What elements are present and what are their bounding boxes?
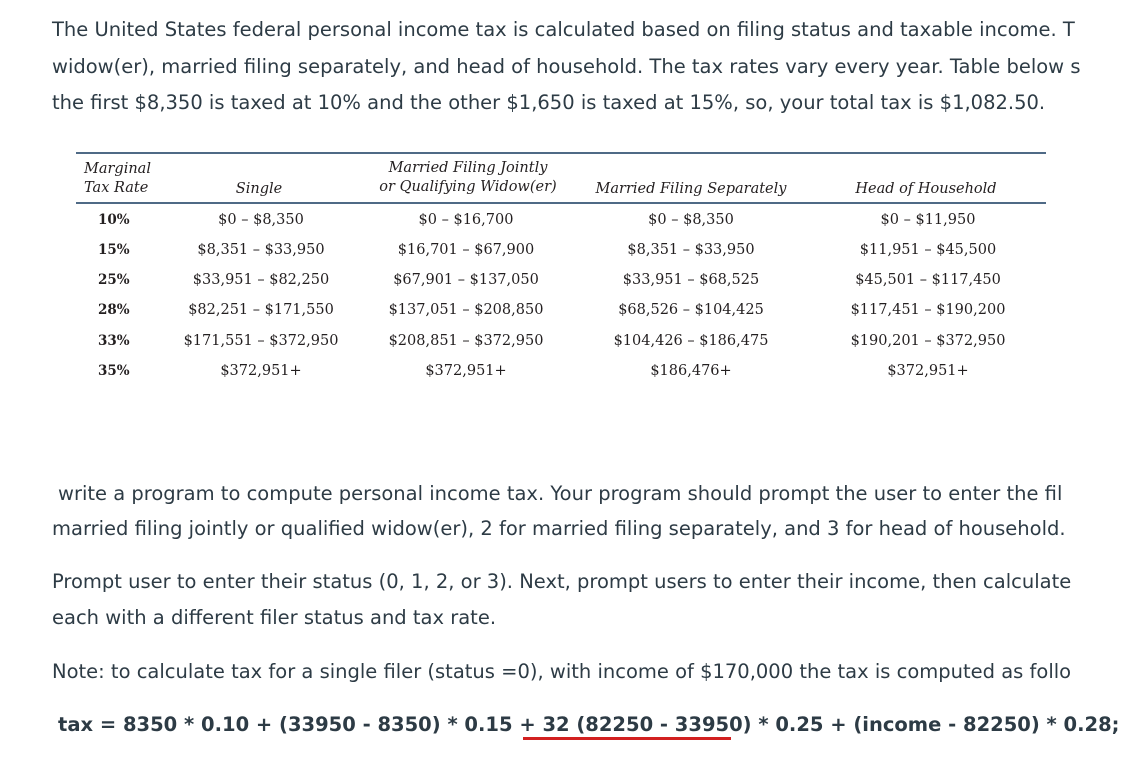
cell-rate: 25% bbox=[98, 272, 130, 288]
cell-rate: 33% bbox=[98, 333, 130, 349]
table-row: 35% $372,951+ $372,951+ $186,476+ $372,9… bbox=[76, 363, 1046, 393]
cell-hoh: $45,501 – $117,450 bbox=[855, 272, 1001, 288]
header-mfj-line-1: Married Filing Jointly bbox=[388, 160, 548, 176]
table-row: 10% $0 – $8,350 $0 – $16,700 $0 – $8,350… bbox=[76, 212, 1046, 242]
header-rate-line-1: Marginal bbox=[84, 161, 151, 177]
cell-single: $82,251 – $171,550 bbox=[188, 302, 334, 318]
tax-formula: tax = 8350 * 0.10 + (33950 - 8350) * 0.1… bbox=[58, 713, 1120, 736]
cell-rate: 28% bbox=[98, 302, 130, 318]
intro-line-1: The United States federal personal incom… bbox=[52, 18, 1075, 41]
cell-rate: 15% bbox=[98, 242, 130, 258]
cell-rate: 35% bbox=[98, 363, 130, 379]
cell-single: $372,951+ bbox=[220, 363, 302, 379]
header-single: Single bbox=[235, 181, 283, 197]
cell-hoh: $117,451 – $190,200 bbox=[850, 302, 1006, 318]
prompt-line-2: each with a different filer status and t… bbox=[52, 606, 497, 629]
red-underline-annotation bbox=[523, 737, 731, 740]
header-married-filing-jointly: Married Filing Jointly or Qualifying Wid… bbox=[368, 159, 568, 197]
table-row: 28% $82,251 – $171,550 $137,051 – $208,8… bbox=[76, 302, 1046, 332]
cell-single: $171,551 – $372,950 bbox=[183, 333, 339, 349]
table-row: 33% $171,551 – $372,950 $208,851 – $372,… bbox=[76, 333, 1046, 363]
header-rate-line-2: Tax Rate bbox=[84, 180, 149, 196]
cell-mfs: $68,526 – $104,425 bbox=[618, 302, 764, 318]
cell-mfs: $0 – $8,350 bbox=[648, 212, 734, 228]
cell-mfs: $186,476+ bbox=[650, 363, 732, 379]
cell-single: $33,951 – $82,250 bbox=[192, 272, 330, 288]
write-line-1: write a program to compute personal inco… bbox=[58, 482, 1063, 505]
cell-single: $0 – $8,350 bbox=[218, 212, 304, 228]
cell-mfj: $372,951+ bbox=[425, 363, 507, 379]
table-top-rule bbox=[76, 152, 1046, 154]
header-marginal-tax-rate: Marginal Tax Rate bbox=[84, 160, 151, 198]
cell-mfj: $137,051 – $208,850 bbox=[388, 302, 544, 318]
note-line: Note: to calculate tax for a single file… bbox=[52, 660, 1072, 683]
write-line-2: married filing jointly or qualified wido… bbox=[52, 517, 1066, 540]
cell-mfs: $33,951 – $68,525 bbox=[622, 272, 760, 288]
intro-line-3: the first $8,350 is taxed at 10% and the… bbox=[52, 91, 1046, 114]
cell-single: $8,351 – $33,950 bbox=[197, 242, 325, 258]
intro-line-2: widow(er), married filing separately, an… bbox=[52, 55, 1081, 78]
table-row: 25% $33,951 – $82,250 $67,901 – $137,050… bbox=[76, 272, 1046, 302]
cell-mfs: $104,426 – $186,475 bbox=[613, 333, 769, 349]
cell-mfj: $208,851 – $372,950 bbox=[388, 333, 544, 349]
cell-rate: 10% bbox=[98, 212, 130, 228]
cell-mfj: $16,701 – $67,900 bbox=[397, 242, 535, 258]
header-head-of-household: Head of Household bbox=[855, 181, 997, 197]
cell-hoh: $372,951+ bbox=[887, 363, 969, 379]
cell-mfs: $8,351 – $33,950 bbox=[627, 242, 755, 258]
table-header-rule bbox=[76, 202, 1046, 204]
cell-hoh: $0 – $11,950 bbox=[880, 212, 976, 228]
cell-hoh: $190,201 – $372,950 bbox=[850, 333, 1006, 349]
cell-mfj: $67,901 – $137,050 bbox=[393, 272, 539, 288]
table-row: 15% $8,351 – $33,950 $16,701 – $67,900 $… bbox=[76, 242, 1046, 272]
cell-hoh: $11,951 – $45,500 bbox=[859, 242, 997, 258]
header-mfj-line-2: or Qualifying Widow(er) bbox=[379, 179, 557, 195]
prompt-line-1: Prompt user to enter their status (0, 1,… bbox=[52, 570, 1072, 593]
header-married-filing-separately: Married Filing Separately bbox=[595, 181, 787, 197]
cell-mfj: $0 – $16,700 bbox=[418, 212, 514, 228]
